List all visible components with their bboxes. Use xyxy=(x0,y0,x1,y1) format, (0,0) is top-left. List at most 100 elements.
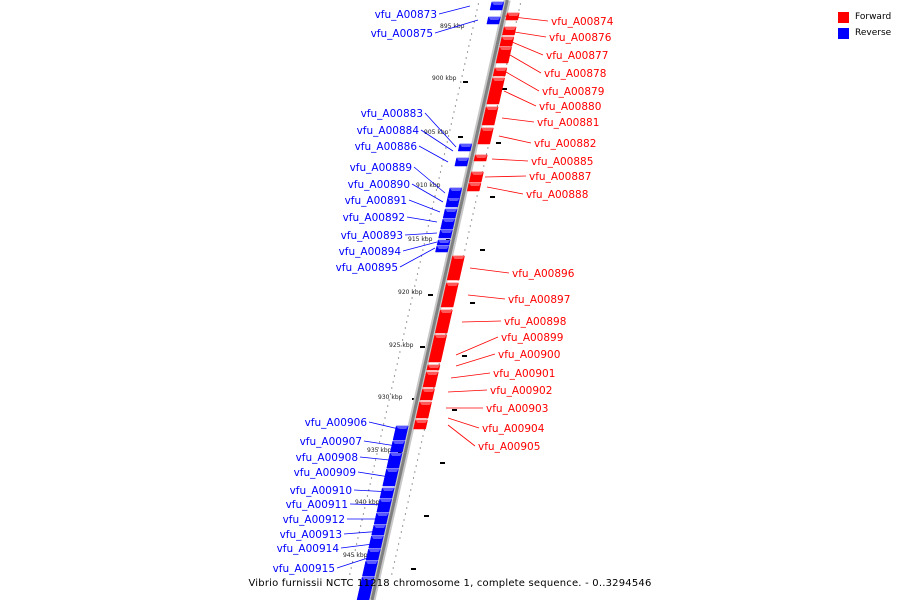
gene-label-forward: vfu_A00881 xyxy=(537,117,599,129)
leader-reverse xyxy=(418,145,449,163)
leader-forward xyxy=(486,186,524,195)
axis-dot xyxy=(433,201,435,203)
gene-label-forward: vfu_A00902 xyxy=(490,385,552,397)
axis-dot xyxy=(477,3,479,5)
gene-forward xyxy=(486,77,505,105)
axis-dot xyxy=(439,171,442,173)
axis-dot xyxy=(402,525,404,527)
map-caption: Vibrio furnissii NCTC 11218 chromosome 1… xyxy=(248,578,652,589)
gene-reverse-highlight xyxy=(376,513,389,516)
axis-dot xyxy=(408,495,411,497)
gene-forward xyxy=(468,171,484,183)
gene-label-forward: vfu_A00888 xyxy=(526,189,588,201)
axis-dot xyxy=(437,183,439,185)
axis-dot xyxy=(445,147,447,149)
leader-reverse xyxy=(404,232,438,236)
legend-item-reverse: Reverse xyxy=(838,25,891,41)
axis-dot xyxy=(443,153,446,155)
axis-dot xyxy=(403,333,405,335)
axis-dot xyxy=(411,297,413,299)
gene-reverse-highlight xyxy=(365,561,378,564)
axis-dot xyxy=(506,63,508,65)
gene-label-reverse: vfu_A00908 xyxy=(296,452,358,464)
axis-dot xyxy=(447,135,450,137)
leader-forward xyxy=(447,424,476,447)
gene-label-forward: vfu_A00885 xyxy=(531,156,593,168)
label-leader-lines xyxy=(336,5,549,569)
gene-label-reverse: vfu_A00907 xyxy=(300,436,362,448)
leader-reverse xyxy=(343,530,384,535)
gene-reverse-highlight xyxy=(436,246,449,249)
gene-reverse-highlight xyxy=(379,499,392,502)
axis-dot xyxy=(368,489,370,491)
leader-reverse xyxy=(340,542,382,549)
axis-dot xyxy=(374,459,377,461)
gene-forward-highlight xyxy=(452,256,465,259)
axis-dot xyxy=(356,543,358,545)
gene-label-forward: vfu_A00900 xyxy=(498,349,560,361)
leader-reverse xyxy=(363,440,404,448)
backbone-line xyxy=(368,0,511,600)
gene-forward-highlight xyxy=(415,420,428,423)
leader-forward xyxy=(491,158,529,162)
gene-label-reverse: vfu_A00889 xyxy=(350,162,412,174)
axis-dot xyxy=(407,315,409,317)
gene-forward xyxy=(415,401,432,419)
axis-dot xyxy=(485,153,488,155)
leader-reverse xyxy=(336,554,378,569)
gene-label-reverse: vfu_A00914 xyxy=(277,543,340,555)
axis-dot xyxy=(418,453,420,455)
gene-label-reverse: vfu_A00911 xyxy=(286,499,348,511)
axis-dot xyxy=(465,57,467,59)
gene-forward-highlight xyxy=(434,335,447,338)
forward-swatch xyxy=(838,11,849,23)
axis-dot xyxy=(402,339,404,341)
leader-forward xyxy=(511,41,544,56)
axis-dot xyxy=(430,213,432,215)
axis-dot xyxy=(453,111,455,113)
gene-reverse xyxy=(379,487,395,499)
gene-forward xyxy=(446,255,465,281)
scale-label: 945 kbp xyxy=(343,552,368,559)
axis-dot xyxy=(350,567,352,569)
leader-forward xyxy=(447,389,488,393)
axis-dot xyxy=(415,279,417,281)
axis-dot xyxy=(376,453,378,455)
gene-forward xyxy=(481,106,499,126)
axis-dot xyxy=(519,3,521,5)
axis-dot xyxy=(460,81,462,83)
axis-dot xyxy=(458,87,461,89)
axis-dot xyxy=(473,207,475,209)
gene-labels: vfu_A00874 vfu_A00876 vfu_A00877 vfu_A00878… xyxy=(273,9,614,575)
gene-reverse-highlight xyxy=(491,2,504,5)
axis-dot xyxy=(351,561,354,563)
gene-reverse-highlight xyxy=(371,536,384,539)
gene-label-forward: vfu_A00874 xyxy=(551,16,614,28)
axis-dot xyxy=(410,303,412,305)
gene-forward xyxy=(434,309,453,334)
axis-dot xyxy=(469,225,471,227)
axis-dot xyxy=(354,549,356,551)
axis-dot xyxy=(518,9,520,11)
axis-dot xyxy=(414,471,416,473)
scale-label: 905 kbp xyxy=(424,129,449,136)
gene-label-reverse: vfu_A00895 xyxy=(336,262,398,274)
gene-forward-highlight xyxy=(501,37,514,40)
gene-reverse xyxy=(392,425,409,441)
axis-dot xyxy=(385,411,387,413)
axis-dot xyxy=(362,513,364,515)
axis-dot xyxy=(377,447,379,449)
axis-dot xyxy=(441,165,443,167)
gene-label-forward: vfu_A00896 xyxy=(512,268,575,280)
axis-dot xyxy=(393,375,396,377)
axis-dot xyxy=(476,195,478,197)
axis-dot xyxy=(369,483,371,485)
axis-dot xyxy=(472,27,474,29)
gene-reverse xyxy=(457,143,473,152)
axis-dot xyxy=(431,207,433,209)
axis-dot xyxy=(380,435,382,437)
gene-reverse xyxy=(454,157,469,167)
leader-forward xyxy=(498,135,532,144)
gene-forward-highlight xyxy=(507,13,520,16)
